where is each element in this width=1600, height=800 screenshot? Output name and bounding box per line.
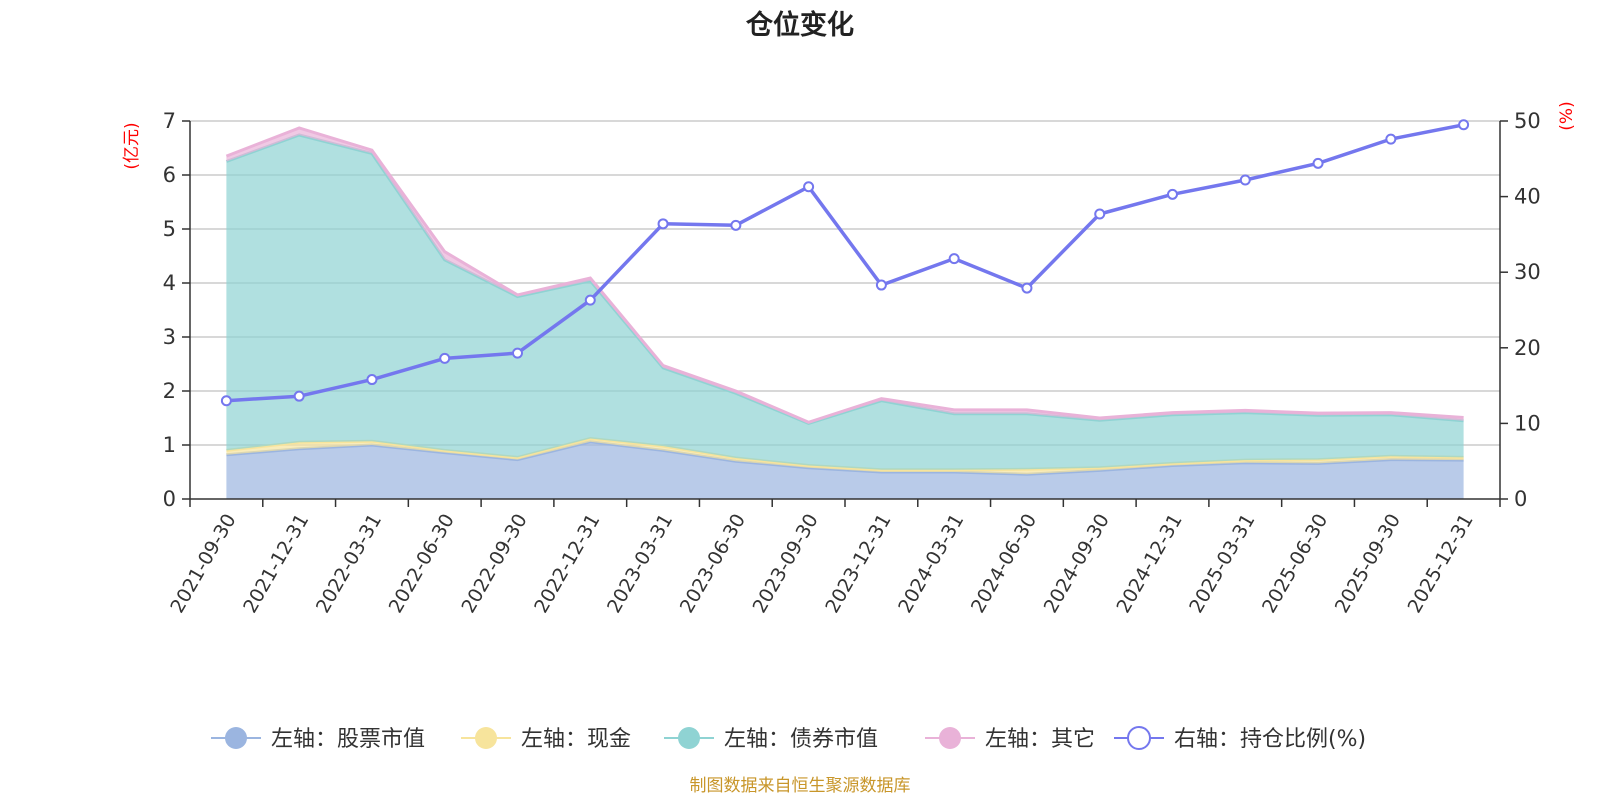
x-tick-label: 2022-12-31 (530, 510, 604, 617)
x-tick-label: 2023-12-31 (821, 510, 895, 617)
legend-marker (678, 727, 700, 749)
left-axis-unit: (亿元) (122, 122, 142, 169)
ratio-point (1385, 133, 1397, 145)
ratio-point (1021, 282, 1033, 294)
legend-label: 左轴：股票市值 (271, 727, 425, 752)
left-tick-label: 1 (163, 433, 176, 457)
data-source-note: 制图数据来自恒生聚源数据库 (690, 776, 911, 796)
legend-marker (1127, 726, 1151, 750)
right-tick-label: 20 (1514, 336, 1541, 360)
ratio-point (803, 181, 815, 193)
ratio-point (512, 347, 523, 359)
ratio-point (1094, 208, 1106, 220)
legend-label: 左轴：其它 (985, 727, 1095, 752)
x-tick-label: 2024-06-30 (967, 510, 1041, 617)
ratio-line-path (226, 123, 1464, 403)
right-axis-unit: (%) (1557, 101, 1577, 130)
ratio-point (948, 253, 960, 265)
legend-item-1[interactable]: 左轴：现金 (461, 727, 631, 752)
ratio-point (1312, 157, 1324, 169)
legend-item-3[interactable]: 左轴：其它 (925, 727, 1095, 752)
holding-ratio-line (220, 119, 1470, 407)
legend-marker (475, 727, 497, 749)
legend-label: 左轴：债券市值 (724, 727, 878, 752)
x-tick-label: 2021-12-31 (239, 510, 313, 617)
stacked-areas (225, 126, 1464, 499)
legend-item-0[interactable]: 左轴：股票市值 (211, 727, 425, 752)
x-tick-label: 2023-09-30 (749, 510, 823, 617)
left-tick-label: 7 (163, 109, 176, 133)
legend-marker (939, 727, 961, 749)
right-tick-label: 30 (1514, 260, 1541, 284)
ratio-point (584, 294, 596, 306)
left-tick-label: 4 (163, 271, 176, 295)
ratio-point (439, 352, 451, 364)
x-tick-label: 2021-09-30 (166, 510, 240, 617)
right-tick-label: 0 (1514, 487, 1527, 511)
area-series-3-edge (225, 126, 1464, 424)
left-tick-label: 2 (163, 379, 176, 403)
legend: 左轴：股票市值 左轴：现金 左轴：债券市值 左轴：其它 右轴：持仓比例(%) (211, 726, 1366, 752)
ratio-point (293, 390, 305, 402)
ratio-point (366, 374, 378, 386)
legend-marker (225, 727, 247, 749)
ratio-point (657, 218, 669, 230)
legend-item-4[interactable]: 右轴：持仓比例(%) (1114, 726, 1366, 752)
ratio-point (730, 219, 742, 231)
x-tick-label: 2025-09-30 (1331, 510, 1405, 617)
left-tick-label: 0 (163, 487, 176, 511)
area-series-2 (226, 135, 1464, 470)
x-tick-label: 2022-06-30 (385, 510, 459, 617)
ratio-point (1239, 174, 1251, 186)
legend-label: 左轴：现金 (521, 727, 631, 752)
x-tick-label: 2023-06-30 (676, 510, 750, 617)
ratio-point (1458, 119, 1470, 131)
x-tick-label: 2025-03-31 (1185, 510, 1259, 617)
x-tick-label: 2024-03-31 (894, 510, 968, 617)
ratio-point (875, 279, 887, 291)
x-tick-label: 2022-09-30 (457, 510, 531, 617)
legend-label: 右轴：持仓比例(%) (1174, 727, 1366, 752)
legend-item-2[interactable]: 左轴：债券市值 (664, 727, 878, 752)
ratio-point (220, 395, 232, 407)
left-tick-label: 6 (163, 163, 176, 187)
left-tick-label: 3 (163, 325, 176, 349)
left-tick-label: 5 (163, 217, 176, 241)
chart-title: 仓位变化 (745, 9, 854, 41)
x-tick-label: 2022-03-31 (312, 510, 386, 617)
x-tick-label: 2023-03-31 (603, 510, 677, 617)
right-tick-label: 10 (1514, 411, 1541, 435)
ratio-point (1167, 188, 1178, 200)
x-tick-label: 2025-12-31 (1404, 510, 1478, 617)
x-tick-label: 2025-06-30 (1258, 510, 1332, 617)
x-tick-label: 2024-09-30 (1040, 510, 1114, 617)
right-tick-label: 40 (1514, 185, 1541, 209)
x-tick-label: 2024-12-31 (1112, 510, 1186, 617)
right-tick-label: 50 (1514, 109, 1541, 133)
